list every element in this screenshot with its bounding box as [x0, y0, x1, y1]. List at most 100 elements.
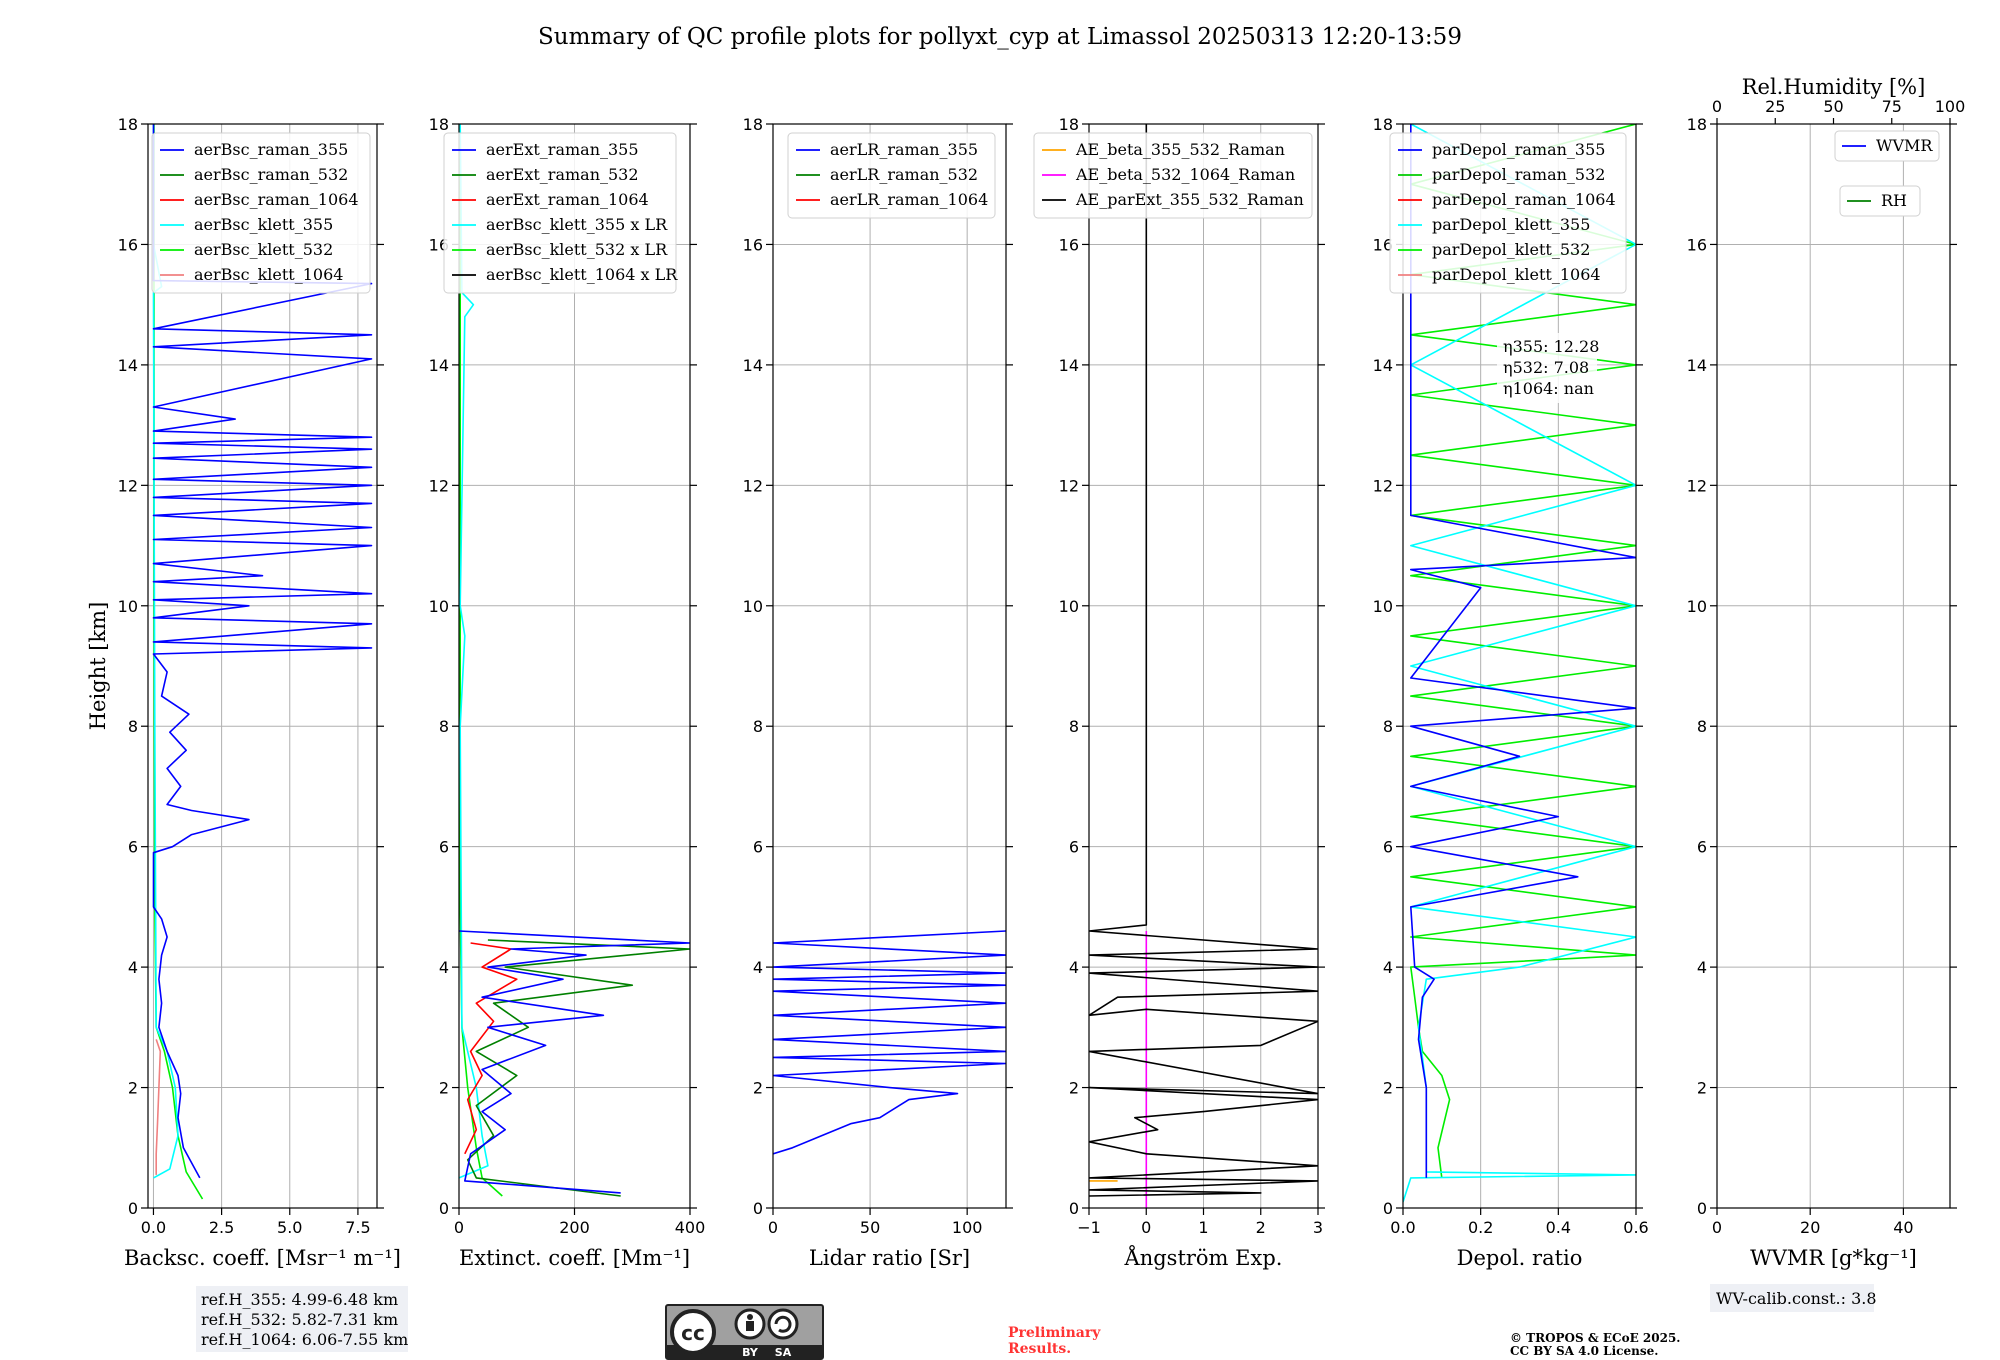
- xtick-label: 0.2: [1468, 1218, 1493, 1237]
- ytick-label: 12: [1687, 476, 1707, 495]
- xtick-label: 0: [1141, 1218, 1151, 1237]
- ytick-label: 8: [1697, 717, 1707, 736]
- cc-by-sa-logo: cc BY SA: [665, 1304, 824, 1360]
- ytick-label: 8: [1069, 717, 1079, 736]
- top-tick-label: 50: [1823, 97, 1843, 116]
- ytick-label: 6: [753, 838, 763, 857]
- ytick-label: 16: [118, 235, 138, 254]
- legend-label: AE_beta_532_1064_Raman: [1075, 165, 1295, 184]
- series-aerLR_raman_355: [773, 930, 1006, 1155]
- top-tick-label: 25: [1765, 97, 1785, 116]
- ytick-label: 10: [1373, 597, 1393, 616]
- ytick-label: 2: [753, 1079, 763, 1098]
- panel-wv: 0 2 4 6 8 10 12 14 16 18 0 20 40 WVMR [g*kg⁻¹] 0 25 50 75…: [1687, 75, 1966, 1312]
- ytick-label: 4: [1697, 958, 1707, 977]
- ytick-label: 18: [1373, 115, 1393, 134]
- figure-title: Summary of QC profile plots for pollyxt_…: [538, 24, 1462, 50]
- xtick-label: 2.5: [209, 1218, 234, 1237]
- ytick-label: 14: [743, 356, 763, 375]
- xtick-label: 0.4: [1546, 1218, 1571, 1237]
- ylabel-height: Height [km]: [86, 602, 110, 731]
- legend-label: parDepol_klett_355: [1432, 215, 1590, 234]
- ytick-label: 0: [439, 1199, 449, 1218]
- xtick-label: 1: [1198, 1218, 1208, 1237]
- axes-frame: [1716, 123, 1951, 1209]
- legend-label: aerBsc_klett_1064: [194, 265, 343, 284]
- ytick-label: 8: [439, 717, 449, 736]
- ytick-label: 2: [1383, 1079, 1393, 1098]
- ytick-label: 4: [439, 958, 449, 977]
- ytick-label: 4: [1069, 958, 1079, 977]
- ytick-label: 12: [1059, 476, 1079, 495]
- legend-rh: RH: [1839, 185, 1921, 217]
- xtick-label: 0: [768, 1218, 778, 1237]
- legend-label: aerLR_raman_1064: [830, 190, 988, 209]
- top-tick-label: 75: [1882, 97, 1902, 116]
- legend-label: parDepol_raman_355: [1432, 140, 1605, 159]
- series-aerBsc_klett_532 x LR: [459, 124, 503, 1197]
- legend-label: parDepol_raman_532: [1432, 165, 1605, 184]
- ytick-label: 14: [1373, 356, 1393, 375]
- xtick-label: 40: [1893, 1218, 1913, 1237]
- ytick-label: 14: [118, 356, 138, 375]
- eta-line: η532: 7.08: [1503, 358, 1589, 377]
- ref-height-line: ref.H_1064: 6.06-7.55 km: [201, 1330, 408, 1349]
- ytick-label: 18: [118, 115, 138, 134]
- cc-sa-label: SA: [775, 1346, 792, 1359]
- legend-label: aerLR_raman_355: [830, 140, 978, 159]
- ytick-label: 8: [1383, 717, 1393, 736]
- ytick-label: 8: [753, 717, 763, 736]
- ytick-label: 16: [743, 235, 763, 254]
- wv-calib-box: WV-calib.const.: 3.8: [1710, 1284, 1877, 1312]
- legend-label: AE_beta_355_532_Raman: [1075, 140, 1285, 159]
- eta-line: η1064: nan: [1503, 379, 1594, 398]
- series-aerExt_raman_355: [459, 930, 690, 1194]
- axes-frame: [147, 123, 378, 1209]
- xtick-label: 0.0: [141, 1218, 166, 1237]
- top-tick-label: 0: [1712, 97, 1722, 116]
- xtick-label: 0.6: [1623, 1218, 1648, 1237]
- preliminary-line1: Preliminary: [1008, 1325, 1101, 1341]
- legend-label: aerExt_raman_532: [486, 165, 639, 184]
- legend-label: parDepol_klett_1064: [1432, 265, 1601, 284]
- legend-label: aerBsc_klett_355 x LR: [486, 215, 668, 234]
- ytick-label: 16: [1059, 235, 1079, 254]
- ref-height-line: ref.H_355: 4.99-6.48 km: [201, 1290, 398, 1309]
- legend-label: aerBsc_raman_532: [194, 165, 348, 184]
- legend-dep: parDepol_raman_355 parDepol_raman_532 parD…: [1389, 132, 1627, 294]
- xtick-label: 0: [1712, 1218, 1722, 1237]
- xtick-label: 200: [559, 1218, 590, 1237]
- ytick-label: 18: [429, 115, 449, 134]
- xlabel-lr: Lidar ratio [Sr]: [809, 1246, 970, 1270]
- copyright-line1: © TROPOS & ECoE 2025.: [1510, 1331, 1680, 1345]
- ytick-label: 0: [753, 1199, 763, 1218]
- series-parDepol_raman_355: [1410, 124, 1636, 1178]
- ytick-label: 4: [753, 958, 763, 977]
- ytick-label: 2: [1697, 1079, 1707, 1098]
- ytick-label: 6: [1069, 838, 1079, 857]
- ytick-label: 12: [429, 476, 449, 495]
- xtick-label: −1: [1077, 1218, 1101, 1237]
- top-tick-label: 100: [1935, 97, 1966, 116]
- legend-ext: aerExt_raman_355 aerExt_raman_532 aerExt_r…: [443, 132, 678, 294]
- xtick-label: 400: [675, 1218, 706, 1237]
- svg-text:cc: cc: [681, 1321, 705, 1345]
- series-aerBsc_klett_1064: [155, 1039, 162, 1175]
- xtick-label: 20: [1800, 1218, 1820, 1237]
- ytick-label: 10: [118, 597, 138, 616]
- legend-label: aerBsc_klett_532 x LR: [486, 240, 668, 259]
- ytick-label: 18: [1059, 115, 1079, 134]
- legend-label: aerExt_raman_1064: [486, 190, 649, 209]
- ytick-label: 18: [743, 115, 763, 134]
- legend-label: AE_parExt_355_532_Raman: [1075, 190, 1304, 209]
- xtick-label: 50: [860, 1218, 880, 1237]
- legend-label: RH: [1881, 191, 1907, 210]
- legend-bsc: aerBsc_raman_355 aerBsc_raman_532 aerBsc_r…: [151, 132, 371, 294]
- legend-label: aerBsc_klett_532: [194, 240, 333, 259]
- axes-frame: [1402, 123, 1637, 1209]
- ytick-label: 12: [1373, 476, 1393, 495]
- eta-line: η355: 12.28: [1503, 337, 1599, 356]
- legend-label: aerLR_raman_532: [830, 165, 978, 184]
- copyright-line2: CC BY SA 4.0 License.: [1510, 1344, 1658, 1358]
- xtick-label: 7.5: [345, 1218, 370, 1237]
